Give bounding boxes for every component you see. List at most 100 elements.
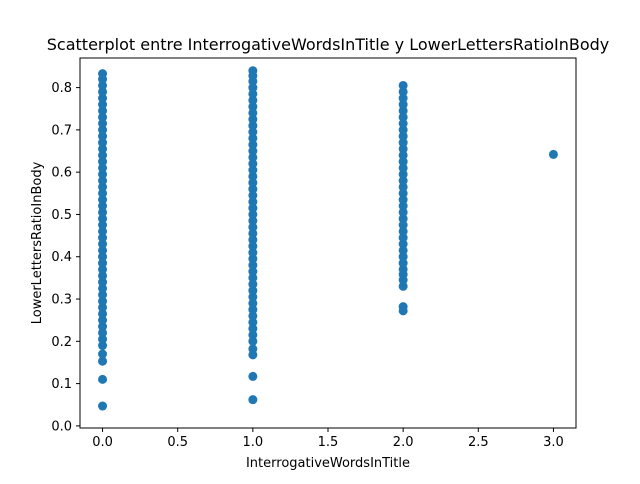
y-tick-label: 0.6 — [51, 166, 72, 181]
scatter-point — [248, 190, 258, 200]
scatter-point — [248, 203, 258, 213]
scatter-point — [248, 152, 258, 162]
scatter-point — [98, 195, 108, 205]
scatter-point — [98, 69, 108, 79]
scatter-point — [98, 106, 108, 116]
scatter-point — [248, 184, 258, 194]
scatter-point — [98, 322, 108, 332]
scatter-point — [98, 374, 108, 384]
scatter-point — [248, 228, 258, 238]
scatter-point — [398, 112, 408, 122]
scatter-point — [98, 277, 108, 287]
scatter-point — [98, 245, 108, 255]
scatter-point — [98, 87, 108, 97]
scatter-point — [98, 207, 108, 217]
scatter-point — [98, 119, 108, 129]
y-tick-label: 0.2 — [51, 335, 72, 350]
x-tick-label: 3.0 — [543, 435, 564, 450]
y-tick-label: 0.4 — [51, 250, 72, 265]
scatter-point — [98, 157, 108, 167]
scatter-point — [98, 302, 108, 312]
scatter-point — [98, 131, 108, 141]
scatter-point — [398, 125, 408, 135]
scatter-point — [248, 260, 258, 270]
scatter-point — [398, 144, 408, 154]
scatter-point — [248, 344, 258, 354]
scatter-point — [98, 283, 108, 293]
scatter-point — [98, 201, 108, 211]
scatter-point — [398, 93, 408, 103]
scatter-point — [98, 328, 108, 338]
scatter-point — [248, 89, 258, 99]
scatter-point — [548, 149, 558, 159]
scatter-point — [398, 245, 408, 255]
scatter-point — [98, 349, 108, 359]
x-tick-label: 0.5 — [167, 435, 188, 450]
scatter-point — [398, 80, 408, 90]
scatter-point — [98, 264, 108, 274]
scatter-point — [398, 239, 408, 249]
scatter-point — [398, 119, 408, 129]
chart-title: Scatterplot entre InterrogativeWordsInTi… — [47, 35, 609, 54]
scatter-point — [248, 66, 258, 76]
y-tick-label: 0.5 — [51, 208, 72, 223]
scatter-point — [98, 296, 108, 306]
scatter-point — [398, 176, 408, 186]
x-tick-label: 1.5 — [318, 435, 339, 450]
scatter-point — [98, 182, 108, 192]
scatter-point — [98, 226, 108, 236]
scatter-point — [248, 241, 258, 251]
scatter-point — [248, 235, 258, 245]
scatter-point — [248, 371, 258, 381]
scatter-point — [248, 114, 258, 124]
scatter-point — [248, 336, 258, 346]
scatter-point — [98, 125, 108, 135]
scatter-point — [248, 95, 258, 105]
scatter-point — [398, 87, 408, 97]
scatter-point — [398, 138, 408, 148]
scatter-point — [98, 341, 108, 351]
scatter-point — [248, 248, 258, 258]
scatter-point — [248, 127, 258, 137]
scatter-point — [398, 207, 408, 217]
scatter-point — [248, 324, 258, 334]
scatter-point — [248, 83, 258, 93]
scatter-point — [398, 169, 408, 179]
scatter-point — [398, 182, 408, 192]
x-tick-label: 2.5 — [468, 435, 489, 450]
scatter-point — [98, 252, 108, 262]
scatter-point — [98, 93, 108, 103]
scatter-point — [398, 100, 408, 110]
x-tick-label: 1.0 — [243, 435, 264, 450]
y-tick-label: 0.3 — [51, 293, 72, 308]
scatter-point — [248, 216, 258, 226]
scatter-point — [398, 188, 408, 198]
scatter-point — [98, 356, 108, 366]
scatter-point — [98, 334, 108, 344]
scatter-point — [98, 188, 108, 198]
x-tick-label: 2.0 — [393, 435, 414, 450]
scatter-point — [98, 176, 108, 186]
scatter-point — [248, 121, 258, 131]
scatter-point — [248, 171, 258, 181]
scatter-point — [248, 159, 258, 169]
scatter-point — [398, 157, 408, 167]
x-tick-label: 0.0 — [92, 435, 113, 450]
scatter-point — [98, 80, 108, 90]
scatter-point — [398, 302, 408, 312]
y-axis-label: LowerLettersRatioInBody — [30, 161, 45, 324]
scatter-point — [248, 102, 258, 112]
scatter-point — [248, 140, 258, 150]
scatter-point — [398, 264, 408, 274]
scatter-point — [398, 195, 408, 205]
scatter-point — [248, 197, 258, 207]
scatter-point — [248, 254, 258, 264]
scatter-point — [248, 273, 258, 283]
scatter-point — [248, 305, 258, 315]
scatter-point — [398, 252, 408, 262]
scatter-point — [398, 201, 408, 211]
scatter-point — [98, 163, 108, 173]
scatter-point — [398, 258, 408, 268]
